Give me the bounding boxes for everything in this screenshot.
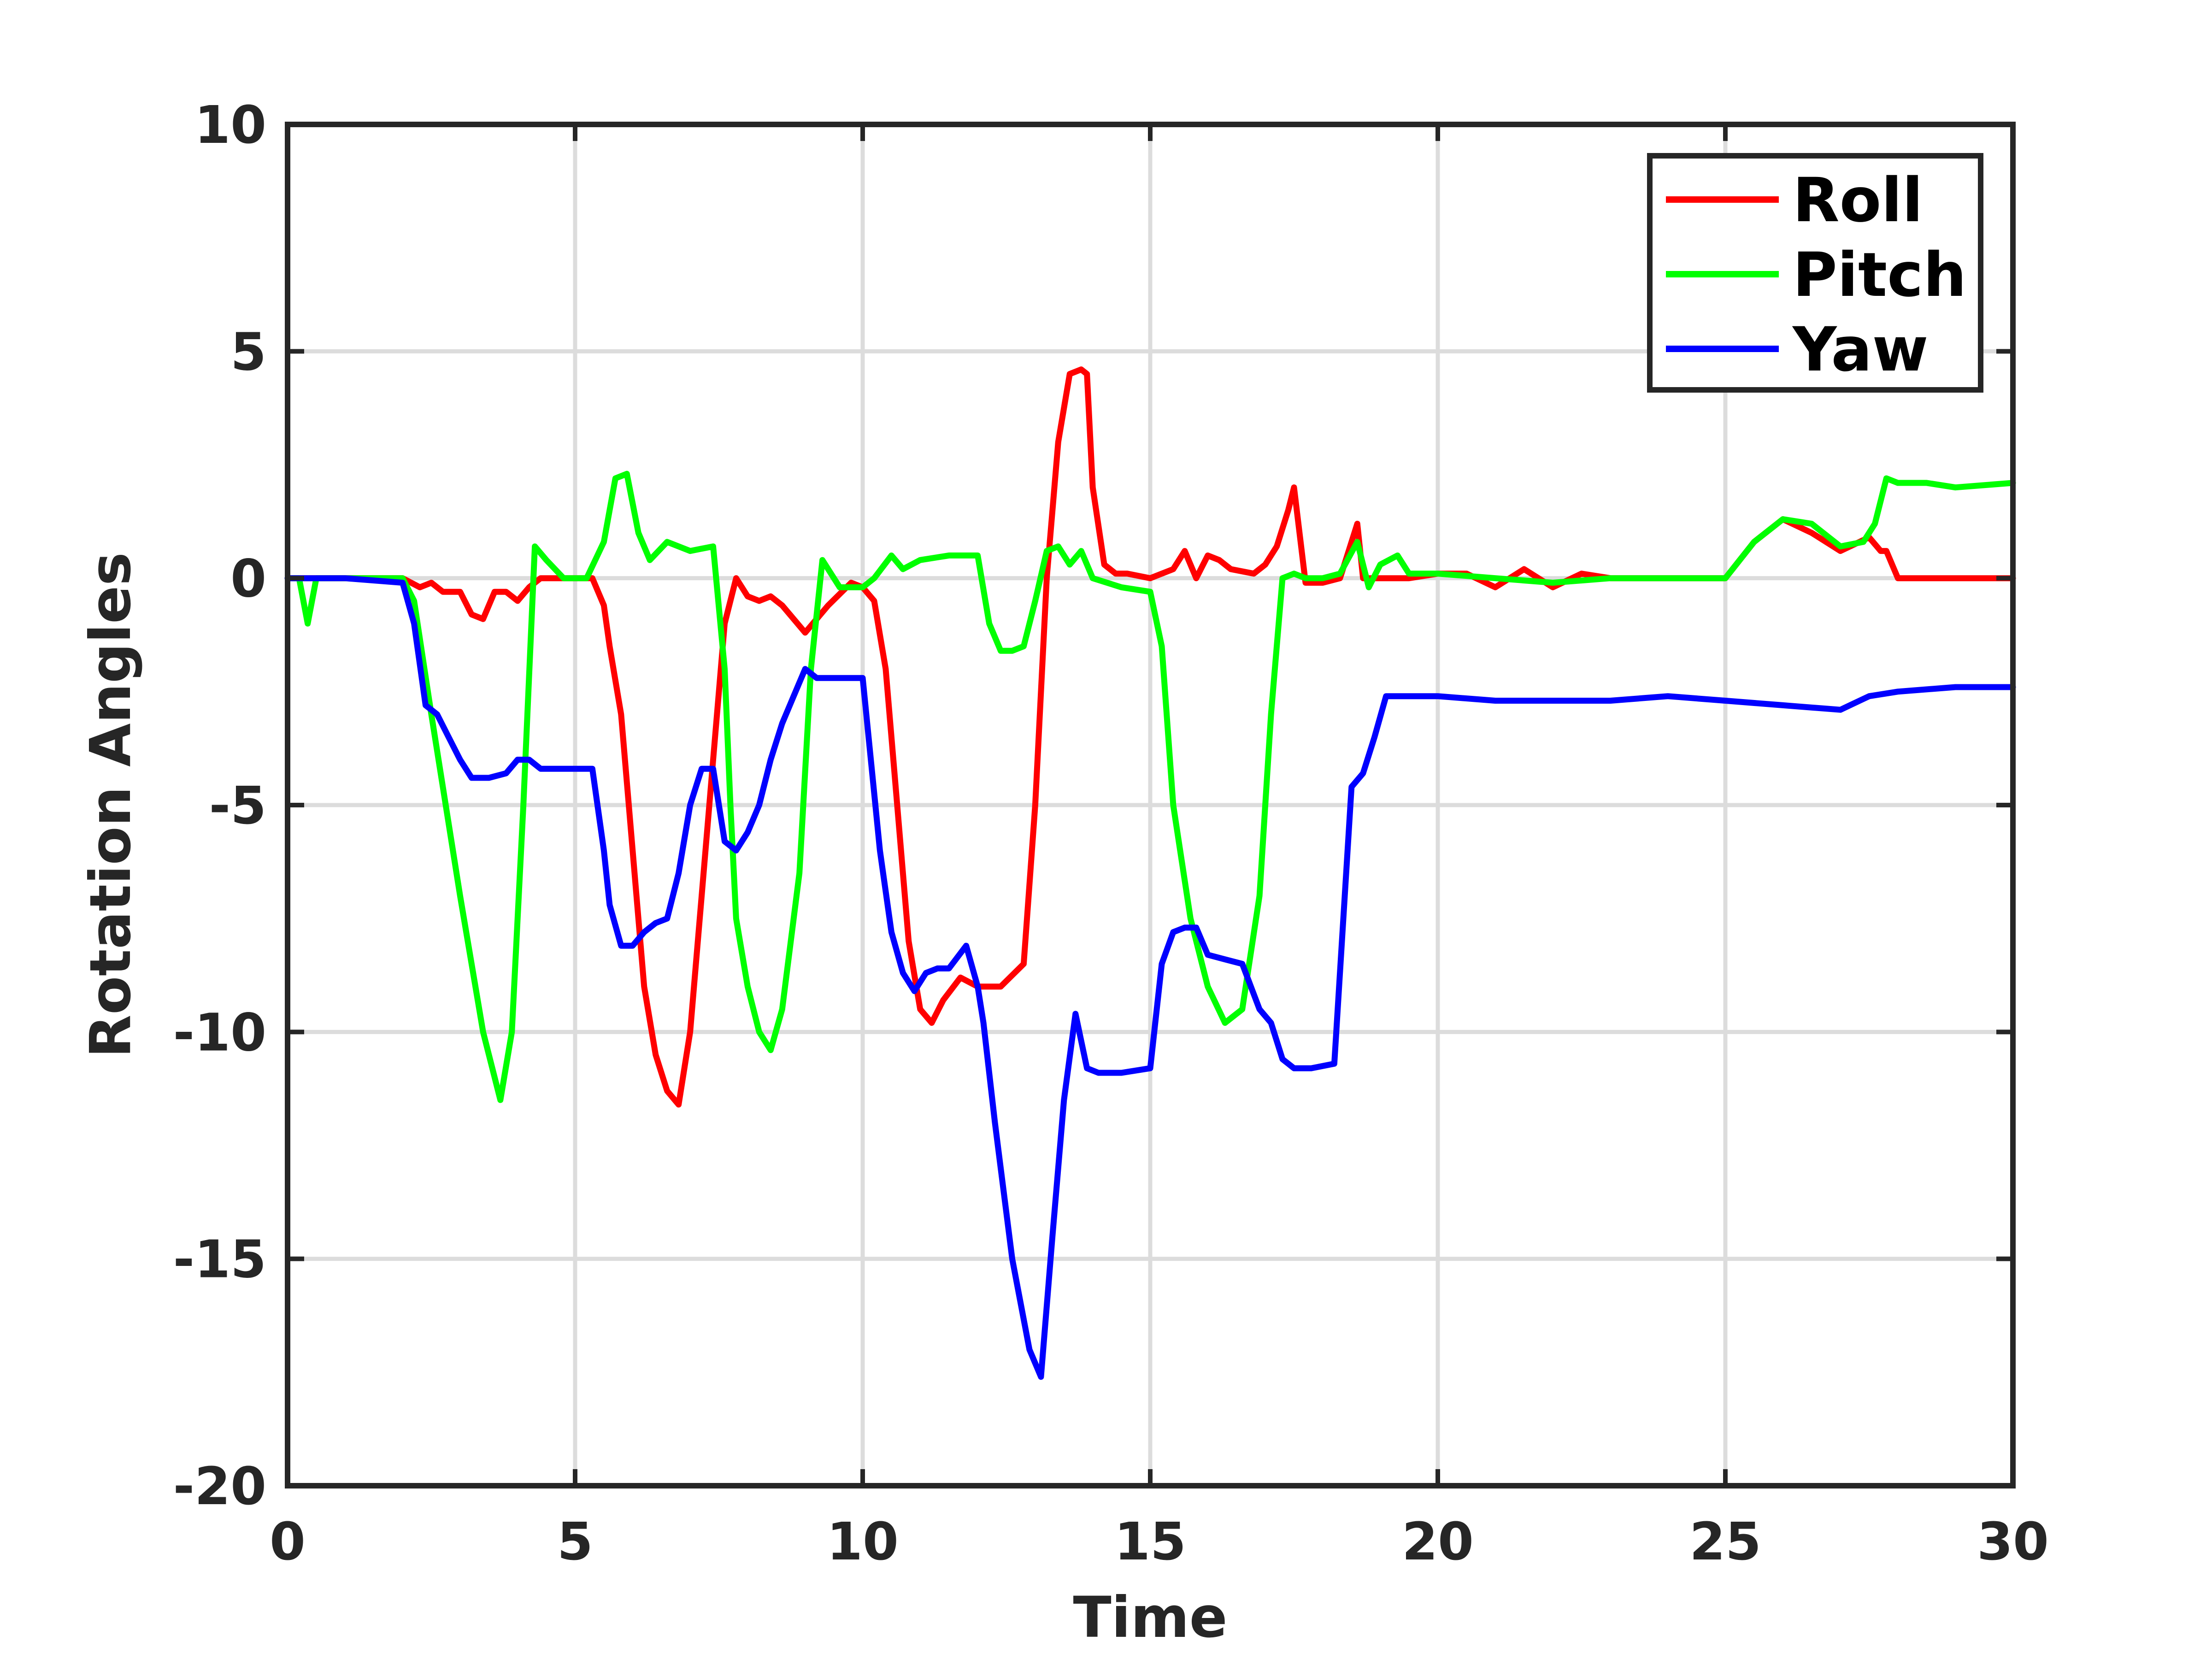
series-line-pitch [284,471,2016,1103]
x-tick-label: 30 [1977,1512,2049,1572]
y-tick-label: 0 [230,549,266,609]
x-axis-title: Time [1073,1585,1228,1650]
y-axis-title: Rotation Angles [78,552,143,1058]
series-line-yaw [284,575,2016,1380]
legend-label-roll: Roll [1793,165,1923,236]
x-tick-label: 0 [270,1512,306,1572]
y-tick-label: -15 [173,1230,266,1290]
legend: Roll Pitch Yaw [1647,153,1983,393]
tick-marks [285,122,2015,1488]
tick-labels: 0 5 10 15 20 25 30 -20 -15 -10 -5 0 5 10 [173,95,2049,1572]
y-tick-label: -5 [209,776,266,836]
y-tick-label: 5 [230,322,266,382]
y-tick-label: 10 [194,95,266,155]
y-tick-label: -10 [173,1003,266,1063]
x-tick-label: 5 [557,1512,593,1572]
series-layer [284,366,2016,1380]
legend-label-pitch: Pitch [1793,240,1966,311]
y-tick-label: -20 [173,1457,266,1517]
x-tick-label: 25 [1689,1512,1761,1572]
x-tick-label: 15 [1114,1512,1186,1572]
legend-label-yaw: Yaw [1792,314,1929,385]
x-tick-label: 10 [827,1512,899,1572]
x-tick-label: 20 [1402,1512,1474,1572]
